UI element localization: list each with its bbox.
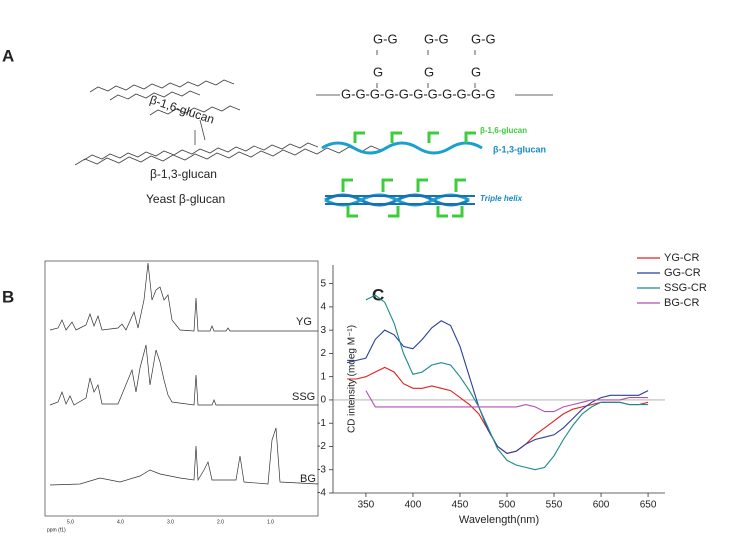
y-tick-label: -3 <box>317 464 326 475</box>
panel-label: A <box>2 46 14 65</box>
cd-chart: -4 -3 -2 -1 0 1 2 3 4 5 350 400 450 500 550 600 650 Wavel… <box>317 252 707 526</box>
legend-label: BG-CR <box>664 297 700 309</box>
x-tick-label: 350 <box>358 500 375 511</box>
helix-label: Triple helix <box>480 194 523 203</box>
x-tick-label: 4.0 <box>117 519 124 525</box>
caption: Yeast β-glucan <box>146 192 225 206</box>
x-tick-label: 1.0 <box>267 519 274 525</box>
y-tick-label: 1 <box>320 371 326 382</box>
side-link: G <box>424 64 434 79</box>
legend-label: GG-CR <box>664 267 701 279</box>
x-tick-label: 450 <box>452 500 469 511</box>
spectra <box>49 262 319 486</box>
x-axis-label: Wavelength(nm) <box>459 514 539 526</box>
panel-label: C <box>372 285 384 304</box>
x-tick-label: 5.0 <box>67 519 74 525</box>
legend-16: β-1,6-glucan <box>480 126 527 135</box>
x-tick-label: 600 <box>593 500 610 511</box>
legend-label: SSG-CR <box>664 282 707 294</box>
x-axis-label: ppm (f1) <box>47 527 66 533</box>
y-tick-label: 2 <box>320 348 326 359</box>
y-tick-label: 3 <box>320 325 326 336</box>
series-line <box>365 294 649 471</box>
sample-label: SSG <box>292 391 315 403</box>
y-tick-label: -4 <box>317 488 326 499</box>
x-tick-label: 500 <box>499 500 516 511</box>
series-line <box>346 320 649 454</box>
main-chain: G-G-G-G-G-G-G-G-G-G-G <box>341 86 496 101</box>
x-tick-label: 3.0 <box>167 519 174 525</box>
sample-label: YG <box>296 316 312 328</box>
x-tick-label: 550 <box>546 500 563 511</box>
x-tick-label: 2.0 <box>217 519 224 525</box>
side-link: G <box>471 64 481 79</box>
glucan-cartoon <box>321 131 483 218</box>
spectra-frame <box>44 260 319 517</box>
y-tick-label: 4 <box>320 302 326 313</box>
side-link: G <box>373 64 383 79</box>
sample-label: BG <box>300 473 316 485</box>
series-line <box>347 366 649 454</box>
branch-label: β-1,6-glucan <box>148 93 216 127</box>
y-tick-label: -2 <box>317 441 326 452</box>
y-tick-label: 5 <box>320 278 326 289</box>
glucan-structure <box>74 79 384 166</box>
backbone-label: β-1,3-glucan <box>150 167 217 181</box>
x-tick-label: 400 <box>405 500 422 511</box>
legend-13: β-1,3-glucan <box>493 144 546 154</box>
side-pair: G-G <box>424 31 449 46</box>
series-line <box>365 390 649 413</box>
y-tick-label: -1 <box>317 418 326 429</box>
links <box>316 50 553 96</box>
y-tick-label: 0 <box>320 395 326 406</box>
side-pair: G-G <box>373 31 398 46</box>
x-tick-label: 650 <box>640 500 657 511</box>
legend-label: YG-CR <box>664 252 700 264</box>
side-pair: G-G <box>471 31 496 46</box>
panel-label: B <box>2 287 14 306</box>
